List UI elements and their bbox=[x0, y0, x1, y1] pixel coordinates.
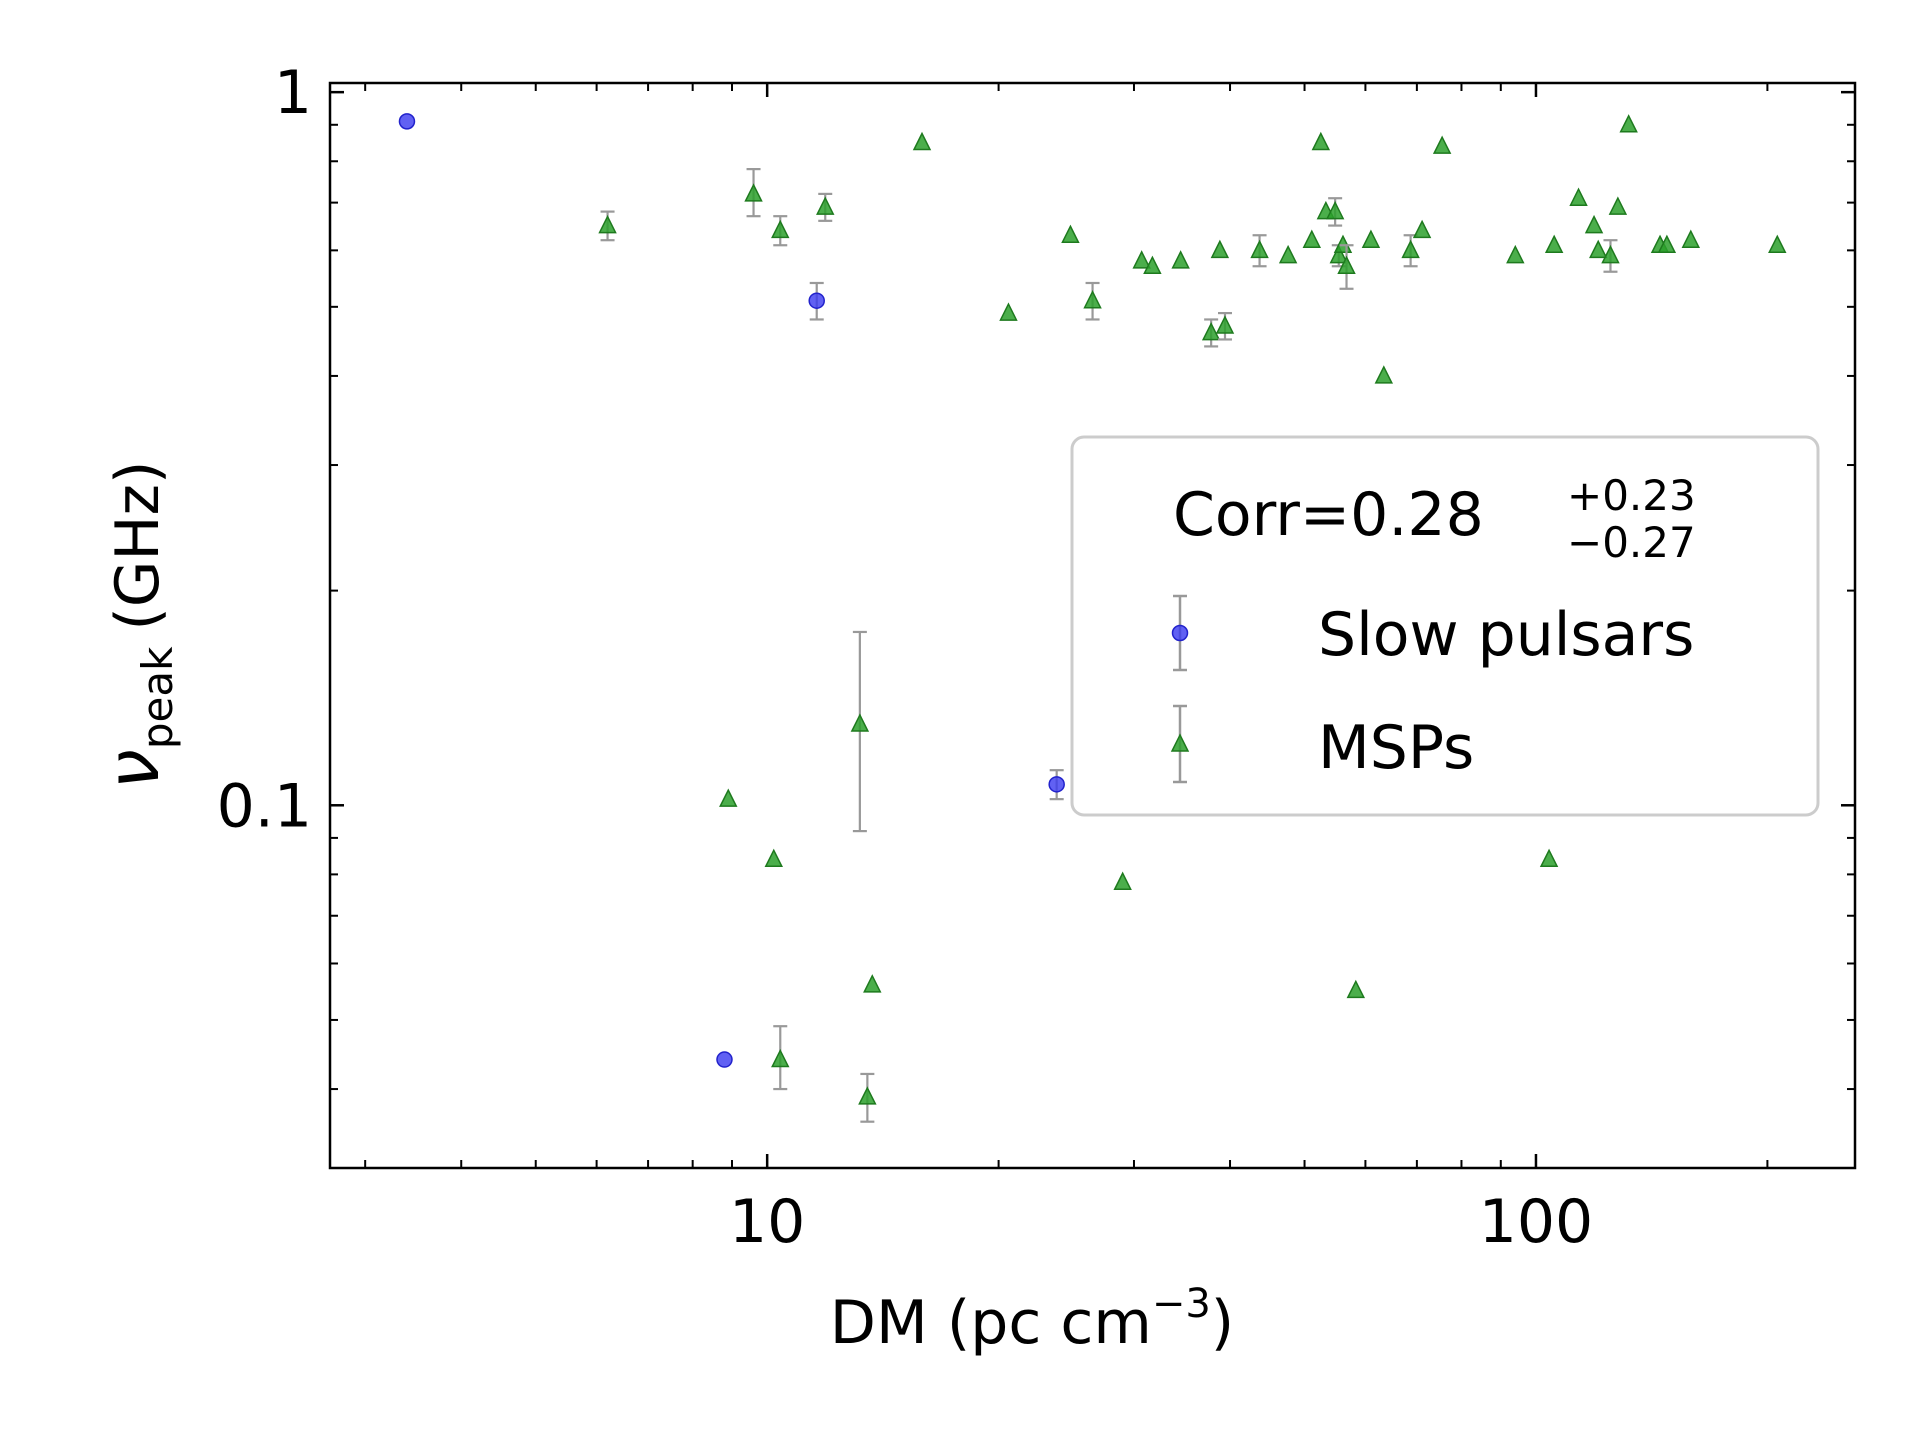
y-axis-label-subscript: peak bbox=[133, 646, 182, 749]
msp-point bbox=[912, 131, 932, 151]
legend-box bbox=[1070, 435, 1820, 817]
legend-title-upper-error: +0.23 bbox=[1567, 471, 1696, 520]
y-axis-label: νpeak (GHz) bbox=[91, 461, 182, 790]
msp-point bbox=[1201, 321, 1221, 341]
msp-point bbox=[1768, 234, 1787, 253]
x-axis-label: DM (pc cm−3) bbox=[830, 1281, 1234, 1358]
y-tick-label: 0.1 bbox=[217, 771, 312, 841]
msp-point bbox=[1329, 244, 1348, 264]
slow-pulsar-point bbox=[1048, 776, 1065, 793]
x-axis-label-close: ) bbox=[1211, 1288, 1234, 1358]
msp-point bbox=[764, 848, 783, 868]
msp-point bbox=[1569, 187, 1588, 206]
tick-labels: 10 100 0.1 1 bbox=[217, 58, 1594, 1257]
legend-entry-msps: MSPs bbox=[1170, 704, 1474, 784]
msp-point bbox=[598, 214, 617, 234]
msp-point bbox=[1432, 135, 1452, 154]
msp-point bbox=[771, 219, 790, 239]
msp-point bbox=[1083, 290, 1102, 309]
legend-entry-slow-pulsars: Slow pulsars bbox=[1171, 594, 1694, 672]
msp-point bbox=[858, 1086, 877, 1105]
legend-label-msps: MSPs bbox=[1318, 713, 1474, 783]
y-axis-label-unit: (GHz) bbox=[103, 461, 173, 631]
msp-point bbox=[1302, 229, 1322, 248]
msp-point bbox=[1506, 244, 1525, 264]
msp-point bbox=[1143, 255, 1162, 274]
msp-point bbox=[1325, 200, 1345, 220]
msp-point bbox=[1544, 234, 1564, 253]
x-tick-label: 10 bbox=[729, 1187, 805, 1257]
slow-pulsar-point bbox=[716, 1051, 733, 1068]
slow-pulsar-point bbox=[398, 113, 416, 130]
y-tick-label: 1 bbox=[274, 58, 312, 128]
y-axis-label-symbol: ν bbox=[91, 749, 175, 789]
msp-point bbox=[1374, 365, 1394, 384]
msp-point bbox=[816, 196, 835, 215]
msp-point bbox=[1346, 979, 1366, 999]
x-axis-label-main: DM (pc cm bbox=[830, 1288, 1152, 1358]
msp-point bbox=[1113, 871, 1132, 890]
x-axis-label-exponent: −3 bbox=[1152, 1281, 1211, 1327]
msp-point bbox=[1657, 234, 1677, 253]
msp-point bbox=[1171, 250, 1190, 269]
msp-point bbox=[1619, 114, 1638, 133]
msp-point bbox=[1278, 244, 1298, 264]
msp-point bbox=[1061, 224, 1080, 243]
legend-marker-slow-pulsars bbox=[1171, 624, 1189, 642]
msp-point bbox=[1401, 239, 1420, 259]
plot-frame bbox=[328, 81, 1857, 1170]
msp-point bbox=[1589, 239, 1608, 259]
msp-point bbox=[1584, 214, 1604, 234]
msp-point bbox=[1539, 848, 1559, 868]
legend: Corr=0.28 +0.23 −0.27 Slow pulsars MSPs bbox=[1070, 435, 1820, 817]
msp-point bbox=[1215, 315, 1235, 334]
major-ticks bbox=[330, 83, 1855, 1168]
minor-ticks bbox=[330, 83, 1855, 1168]
msp-point bbox=[1210, 239, 1230, 259]
msp-point bbox=[850, 713, 870, 732]
msp-point bbox=[1601, 244, 1620, 264]
legend-marker-msps bbox=[1170, 733, 1190, 752]
msp-point bbox=[863, 974, 882, 993]
msp-point bbox=[1250, 239, 1269, 259]
legend-title: Corr=0.28 bbox=[1173, 480, 1484, 550]
msp-point bbox=[1361, 229, 1381, 248]
msp-point bbox=[1132, 250, 1151, 269]
slow-pulsar-point bbox=[808, 292, 825, 309]
msp-point bbox=[771, 1048, 790, 1068]
msp-point bbox=[1311, 131, 1331, 151]
msp-point bbox=[999, 302, 1018, 321]
legend-label-slow-pulsars: Slow pulsars bbox=[1318, 600, 1694, 670]
msp-point bbox=[1337, 255, 1356, 274]
msp-point bbox=[1412, 219, 1432, 239]
msp-point bbox=[744, 183, 763, 202]
legend-title-lower-error: −0.27 bbox=[1567, 518, 1696, 567]
msp-point bbox=[1608, 196, 1628, 215]
msp-point bbox=[1681, 229, 1701, 248]
msp-point bbox=[719, 788, 738, 807]
x-tick-label: 100 bbox=[1479, 1187, 1594, 1257]
data-points bbox=[398, 113, 1787, 1123]
legend-title-main: Corr=0.28 bbox=[1173, 480, 1484, 550]
